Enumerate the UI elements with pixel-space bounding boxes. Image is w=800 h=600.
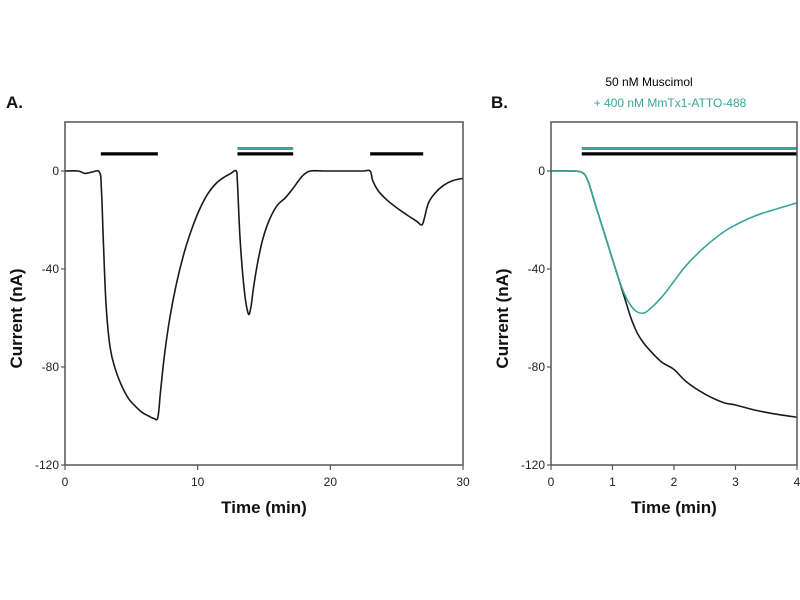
panel-a-x-axis-title: Time (min) [221, 498, 307, 517]
panel-b-series [550, 170, 798, 419]
panel-b-y-tick-label: -80 [528, 360, 546, 374]
panel-b-y-tick-label: -120 [521, 458, 545, 472]
panel-a-y-tick-label: 0 [52, 164, 59, 178]
panel-b-y-tick-label: 0 [538, 164, 545, 178]
panel-a-label: A. [6, 93, 23, 112]
panel-b-y-ticks: 0 -40 -80 -120 [521, 164, 551, 472]
panel-a-y-tick-label: -120 [35, 458, 59, 472]
panel-a-y-axis-title: Current (nA) [7, 268, 26, 368]
panel-b-x-tick-label: 2 [671, 475, 678, 489]
panel-a-series [64, 169, 464, 421]
panel-a-y-tick-label: -40 [42, 262, 60, 276]
panel-a-x-tick-label: 20 [324, 475, 338, 489]
panel-a-x-tick-label: 0 [62, 475, 69, 489]
panel-b: B. 50 nM Muscimol + 400 nM MmTx1-ATTO-48… [491, 75, 800, 517]
panel-a-plot-frame [64, 121, 464, 466]
panel-b-y-tick-label: -40 [528, 262, 546, 276]
panel-a-y-tick-label: -80 [42, 360, 60, 374]
panel-b-x-tick-label: 3 [732, 475, 739, 489]
panel-a: A. 0 -40 -80 -120 0 10 20 30 Time (min) Curren… [6, 93, 470, 517]
panel-a-x-ticks: 0 10 20 30 [62, 465, 470, 489]
panel-b-annotation-mmtx1: + 400 nM MmTx1-ATTO-488 [594, 96, 747, 110]
panel-b-series-line-1 [550, 170, 798, 315]
panel-b-x-tick-label: 4 [794, 475, 800, 489]
panel-b-label: B. [491, 93, 508, 112]
panel-b-plot-frame [550, 121, 798, 466]
panel-b-annotation-muscimol: 50 nM Muscimol [605, 75, 692, 89]
panel-a-x-tick-label: 30 [456, 475, 470, 489]
panel-a-x-tick-label: 10 [191, 475, 205, 489]
panel-b-x-tick-label: 1 [609, 475, 616, 489]
panel-b-y-axis-title: Current (nA) [493, 268, 512, 368]
panel-a-series-line-0 [64, 169, 464, 421]
panel-b-x-ticks: 0 1 2 3 4 [548, 465, 800, 489]
panel-a-application-bars [100, 146, 424, 156]
panel-b-x-tick-label: 0 [548, 475, 555, 489]
panel-a-y-ticks: 0 -40 -80 -120 [35, 164, 65, 472]
panel-b-x-axis-title: Time (min) [631, 498, 717, 517]
panel-b-application-bars [581, 146, 797, 156]
panel-b-series-line-0 [550, 170, 798, 419]
